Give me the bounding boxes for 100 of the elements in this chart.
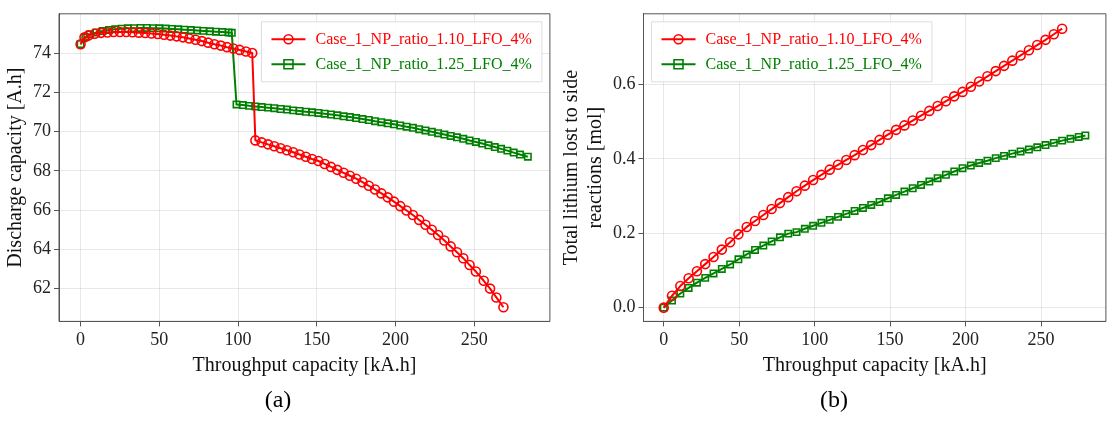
point	[708, 251, 719, 263]
x-tick-label: 0	[76, 328, 86, 349]
point	[1081, 131, 1090, 140]
x-tick-label: 200	[382, 328, 410, 349]
point	[683, 272, 694, 284]
point	[865, 139, 877, 151]
point	[982, 70, 993, 82]
point	[717, 264, 726, 273]
x-tick-label: 250	[460, 328, 488, 349]
y-tick-label: 66	[33, 198, 51, 219]
point	[915, 110, 927, 122]
text: (b)	[819, 386, 849, 413]
point	[775, 233, 784, 242]
point	[758, 209, 769, 221]
x-tick-label: 250	[1027, 328, 1055, 349]
point	[1074, 132, 1083, 141]
point	[825, 215, 834, 224]
point	[1033, 143, 1042, 152]
point	[724, 236, 736, 248]
point	[973, 76, 985, 87]
point	[832, 159, 844, 171]
point	[1016, 147, 1025, 156]
point	[799, 180, 811, 191]
point	[990, 65, 1002, 77]
point	[792, 228, 801, 237]
point	[816, 169, 827, 181]
point	[824, 164, 836, 175]
point	[850, 206, 859, 215]
x-axis-title: Throughput capacity [kA.h]	[192, 353, 417, 377]
point	[1041, 141, 1050, 150]
x-tick-label: 100	[801, 328, 829, 349]
point	[1066, 134, 1075, 143]
point	[948, 91, 960, 102]
point	[998, 60, 1010, 72]
point	[742, 250, 751, 259]
point	[908, 184, 917, 193]
y-tick-label: 0.2	[613, 221, 636, 242]
point	[1024, 145, 1033, 154]
point	[666, 290, 678, 302]
point	[676, 289, 685, 298]
point	[1031, 39, 1043, 51]
point	[857, 144, 869, 156]
point	[809, 221, 818, 230]
point	[900, 187, 909, 196]
y-axis-title: Discharge capacity [A.h]	[3, 67, 27, 268]
point	[867, 201, 876, 209]
point	[759, 241, 768, 250]
point	[975, 158, 984, 167]
x-tick-label: 200	[952, 328, 980, 349]
point	[734, 255, 743, 264]
point	[1007, 55, 1018, 66]
point	[883, 194, 892, 203]
point	[791, 185, 802, 197]
point	[668, 296, 677, 305]
y-tick-label: 0.0	[613, 296, 636, 317]
point	[842, 209, 851, 218]
point	[941, 170, 950, 179]
point	[709, 269, 718, 278]
point	[701, 273, 710, 282]
point	[958, 164, 967, 173]
point	[1008, 149, 1017, 158]
point	[924, 105, 935, 117]
point	[991, 154, 1000, 163]
point	[767, 237, 776, 246]
point	[733, 229, 744, 240]
x-axis-title: Throughput capacity [kA.h]	[762, 353, 987, 377]
legend-label: Case_1_NP_ratio_1.25_LFO_4%	[705, 54, 922, 72]
point	[966, 161, 975, 170]
point	[950, 167, 959, 176]
point	[684, 283, 693, 292]
point	[807, 174, 819, 186]
y-tick-label: 62	[33, 277, 51, 298]
x-tick-label: 150	[303, 328, 331, 349]
x-tick-label: 100	[224, 328, 252, 349]
point	[834, 212, 843, 221]
x-tick-label: 0	[659, 328, 669, 349]
point	[965, 81, 977, 92]
point	[741, 221, 753, 233]
point	[751, 246, 760, 254]
y-tick-label: 70	[33, 120, 51, 141]
point	[957, 86, 968, 98]
y-tick-label: 74	[33, 41, 51, 62]
point	[841, 154, 852, 166]
text: (a)	[263, 386, 293, 413]
point	[892, 190, 901, 199]
y-tick-label: 0.4	[613, 147, 636, 168]
point	[983, 156, 992, 165]
legend-label: Case_1_NP_ratio_1.10_LFO_4%	[705, 29, 922, 47]
point	[1056, 23, 1068, 34]
point	[817, 218, 826, 227]
point	[1000, 151, 1009, 160]
point	[766, 203, 777, 215]
x-tick-label: 150	[876, 328, 904, 349]
y-tick-label: 0.6	[613, 73, 636, 94]
point	[875, 198, 884, 206]
y-axis-title: Total lithium lost to side reactions [mol]	[559, 69, 606, 266]
point	[726, 260, 735, 269]
point	[907, 115, 919, 126]
point	[1023, 44, 1035, 56]
point	[782, 191, 794, 203]
